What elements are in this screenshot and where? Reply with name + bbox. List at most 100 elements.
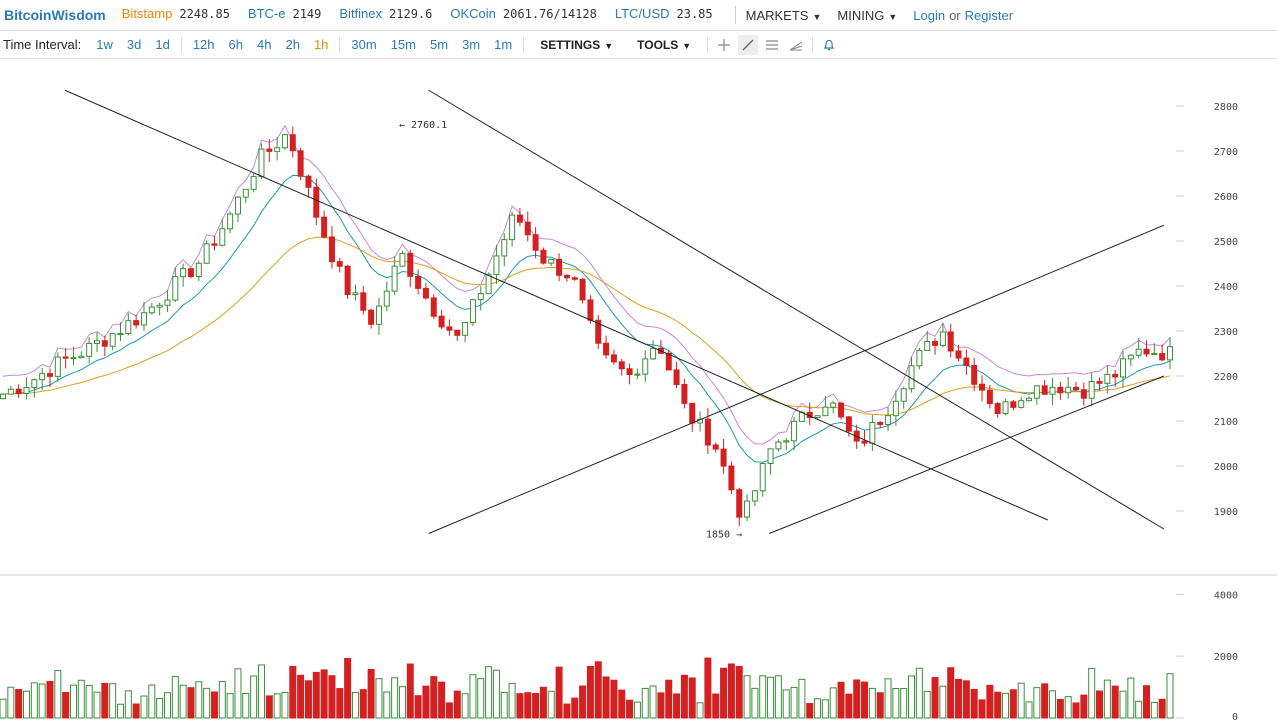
exchange-ticker-okcoin[interactable]: OKCoin 2061.76/14128 bbox=[450, 6, 596, 24]
mining-label: MINING bbox=[837, 7, 885, 23]
volume-bar bbox=[649, 685, 657, 719]
volume-bar bbox=[163, 692, 171, 719]
candlestick bbox=[274, 147, 281, 152]
volume-bar bbox=[665, 679, 673, 719]
interval-button-3m[interactable]: 3m bbox=[462, 37, 481, 52]
exchange-price: 2129.6 bbox=[389, 7, 433, 21]
candlestick bbox=[415, 275, 422, 289]
interval-button-15m[interactable]: 15m bbox=[390, 37, 416, 52]
volume-bar bbox=[469, 674, 477, 719]
interval-button-2h[interactable]: 2h bbox=[285, 37, 300, 52]
bell-icon[interactable] bbox=[819, 35, 839, 55]
interval-button-4h[interactable]: 4h bbox=[257, 37, 272, 52]
candlestick bbox=[892, 400, 899, 417]
markets-menu[interactable]: MARKETS ▼ bbox=[746, 8, 822, 23]
volume-bar bbox=[297, 674, 305, 719]
candlestick bbox=[814, 415, 821, 419]
volume-bar bbox=[508, 682, 516, 719]
price-tick-label: 2100 bbox=[1214, 417, 1238, 428]
candlestick bbox=[46, 373, 53, 377]
settings-label: SETTINGS bbox=[540, 37, 601, 52]
line-tool-icon[interactable] bbox=[738, 34, 759, 55]
volume-bar bbox=[422, 685, 430, 719]
candlestick bbox=[979, 383, 986, 391]
candlestick bbox=[375, 305, 382, 325]
candlestick bbox=[227, 213, 234, 230]
volume-bar bbox=[782, 689, 790, 719]
interval-button-30m[interactable]: 30m bbox=[351, 37, 377, 52]
fan-tool-icon[interactable] bbox=[786, 35, 806, 55]
exchange-ticker-bitfinex[interactable]: Bitfinex 2129.6 bbox=[339, 6, 432, 24]
volume-bar bbox=[680, 674, 688, 719]
candlestick bbox=[728, 465, 735, 491]
volume-bar bbox=[30, 682, 38, 719]
interval-button-3d[interactable]: 3d bbox=[126, 37, 142, 52]
volume-bar bbox=[939, 685, 947, 719]
volume-bar bbox=[861, 681, 869, 719]
candlestick bbox=[125, 320, 132, 334]
candlestick bbox=[258, 148, 265, 177]
candlestick bbox=[626, 368, 633, 376]
crosshair-icon[interactable] bbox=[714, 35, 734, 55]
volume-bar bbox=[453, 690, 461, 719]
interval-button-5m[interactable]: 5m bbox=[430, 37, 449, 52]
candlestick bbox=[689, 402, 696, 424]
candlestick bbox=[665, 352, 672, 371]
volume-bar bbox=[93, 691, 101, 719]
candlestick bbox=[250, 175, 257, 190]
candlestick bbox=[650, 347, 657, 360]
horizontal-lines-icon[interactable] bbox=[762, 35, 782, 55]
candlestick bbox=[1026, 397, 1033, 402]
volume-bar bbox=[77, 679, 85, 719]
volume-bar bbox=[430, 676, 438, 719]
tools-menu[interactable]: TOOLS ▼ bbox=[637, 38, 691, 52]
interval-button-1d[interactable]: 1d bbox=[155, 37, 170, 52]
exchange-price: 23.85 bbox=[676, 7, 713, 21]
exchange-ticker-ltc-usd[interactable]: LTC/USD 23.85 bbox=[615, 6, 713, 24]
topbar-divider bbox=[734, 6, 736, 24]
volume-bar bbox=[1025, 701, 1033, 719]
price-chart[interactable]: ← 2760.1 1850 → 1900 2000 2100 2200 2300 2400 2… bbox=[0, 60, 1277, 727]
volume-bar bbox=[1017, 682, 1025, 719]
volume-bar bbox=[626, 699, 634, 719]
exchange-ticker-btc-e[interactable]: BTC-e 2149 bbox=[248, 6, 321, 24]
interval-button-6h[interactable]: 6h bbox=[228, 37, 243, 52]
candlestick bbox=[563, 274, 570, 279]
candlesticks bbox=[0, 126, 1173, 527]
candlestick bbox=[462, 322, 469, 336]
volume-bar bbox=[915, 667, 923, 719]
interval-button-12h[interactable]: 12h bbox=[192, 37, 215, 52]
candlestick bbox=[939, 331, 946, 346]
brand-logo[interactable]: BitcoinWisdom bbox=[4, 7, 106, 23]
settings-menu[interactable]: SETTINGS ▼ bbox=[540, 38, 613, 52]
volume-bar bbox=[344, 658, 352, 719]
volume-bar bbox=[641, 687, 649, 719]
candlestick bbox=[720, 448, 727, 467]
login-link[interactable]: Login bbox=[913, 7, 946, 23]
volume-bar bbox=[109, 683, 117, 719]
candlestick bbox=[885, 415, 892, 425]
candlestick bbox=[1167, 346, 1173, 361]
volume-bar bbox=[774, 675, 782, 719]
exchange-ticker-bitstamp[interactable]: Bitstamp 2248.85 bbox=[122, 6, 230, 24]
trendline bbox=[769, 375, 1165, 534]
interval-button-1h[interactable]: 1h bbox=[313, 37, 329, 52]
volume-bar bbox=[547, 690, 555, 719]
volume-bar bbox=[712, 693, 720, 719]
register-link[interactable]: Register bbox=[964, 7, 1014, 23]
volume-tick-label: 0 bbox=[1232, 712, 1238, 723]
candlestick bbox=[681, 383, 688, 404]
volume-bar bbox=[1150, 701, 1158, 719]
volume-axis: 0 2000 4000 bbox=[1176, 590, 1238, 723]
volume-bar bbox=[735, 665, 743, 719]
interval-button-1m[interactable]: 1m bbox=[494, 37, 513, 52]
candlestick bbox=[140, 312, 147, 326]
volume-bar bbox=[1158, 698, 1166, 719]
candlestick bbox=[1104, 373, 1111, 384]
interval-button-1w[interactable]: 1w bbox=[96, 37, 113, 52]
candlestick bbox=[1010, 401, 1017, 408]
volume-bar bbox=[375, 678, 383, 719]
volume-bar bbox=[978, 699, 986, 719]
mining-menu[interactable]: MINING ▼ bbox=[837, 8, 897, 23]
candlestick bbox=[187, 268, 194, 278]
